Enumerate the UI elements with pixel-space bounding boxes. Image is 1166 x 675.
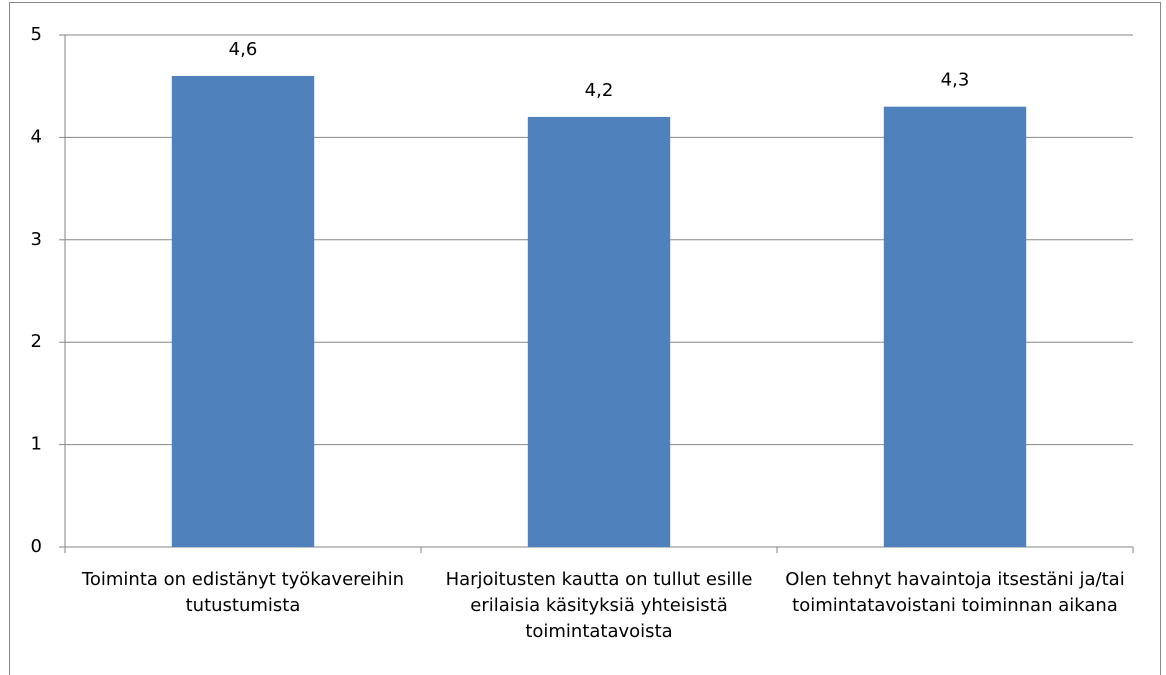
y-tick-label: 2	[31, 331, 42, 352]
data-label: 4,2	[585, 80, 614, 101]
x-tick-label: Toiminta on edistänyt työkavereihin tutu…	[81, 569, 405, 616]
data-label: 4,3	[941, 70, 970, 91]
data-label: 4,6	[229, 39, 258, 60]
bar	[171, 75, 315, 548]
y-tick-label: 1	[31, 434, 42, 455]
bar	[527, 116, 671, 548]
bar	[883, 106, 1027, 548]
chart-frame	[9, 2, 1161, 675]
y-tick-label: 0	[31, 536, 42, 557]
y-tick-label: 3	[31, 229, 42, 250]
x-tick-label: Olen tehnyt havaintoja itsestäni ja/tai …	[785, 569, 1125, 616]
x-tick-label: Harjoitusten kautta on tullut esille eri…	[445, 569, 753, 642]
y-tick-label: 5	[31, 24, 42, 45]
y-tick-label: 4	[31, 126, 42, 147]
